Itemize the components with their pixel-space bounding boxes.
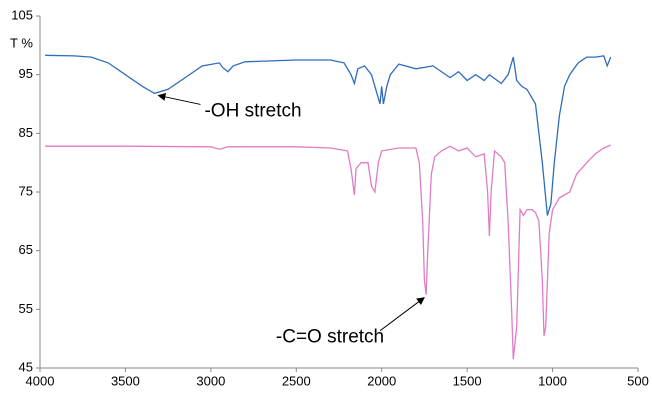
y-tick-label: 105 xyxy=(11,7,33,22)
x-tick-label: 2500 xyxy=(282,373,311,388)
x-tick-label: 1500 xyxy=(453,373,482,388)
x-tick-label: 2000 xyxy=(367,373,396,388)
x-tick-label: 500 xyxy=(627,373,649,388)
x-tick-label: 3500 xyxy=(111,373,140,388)
spectrum-line xyxy=(45,54,612,216)
annotation: -C=O stretch xyxy=(276,327,384,348)
x-tick-label: 4000 xyxy=(26,373,55,388)
y-tick-label: 55 xyxy=(19,301,33,316)
y-tick-label: 65 xyxy=(19,242,33,257)
annotation: -OH stretch xyxy=(204,100,301,121)
annotation-arrow xyxy=(379,297,425,332)
y-tick-label: 75 xyxy=(19,183,33,198)
annotation-arrow xyxy=(157,92,201,105)
x-tick-label: 1000 xyxy=(538,373,567,388)
y-tick-label: 95 xyxy=(19,66,33,81)
y-tick-label: 45 xyxy=(19,359,33,374)
x-tick-label: 3000 xyxy=(196,373,225,388)
y-axis-label: T % xyxy=(10,35,33,50)
y-tick-label: 85 xyxy=(19,125,33,140)
spectrum-line xyxy=(45,144,611,360)
